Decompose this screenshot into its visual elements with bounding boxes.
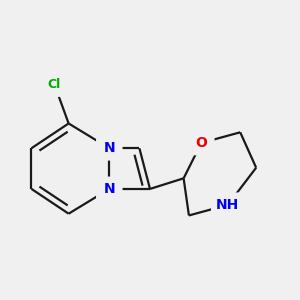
FancyBboxPatch shape <box>188 130 214 155</box>
Text: N: N <box>103 182 115 196</box>
Text: Cl: Cl <box>48 78 61 91</box>
Text: O: O <box>195 136 207 150</box>
FancyBboxPatch shape <box>35 72 74 97</box>
FancyBboxPatch shape <box>211 193 245 217</box>
FancyBboxPatch shape <box>96 176 123 201</box>
FancyBboxPatch shape <box>96 136 123 160</box>
Text: N: N <box>103 141 115 155</box>
Text: NH: NH <box>216 198 239 212</box>
